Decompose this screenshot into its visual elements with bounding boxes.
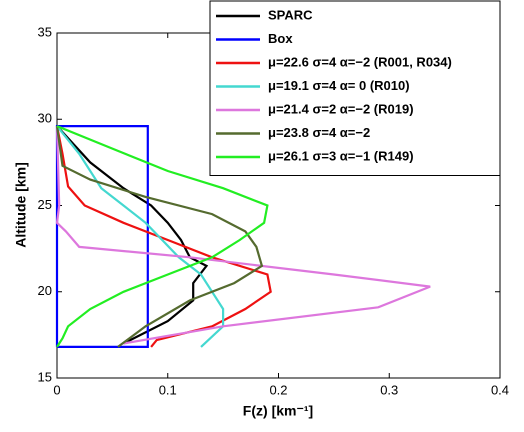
series-line xyxy=(55,126,431,345)
x-axis-label: F(z) [km⁻¹] xyxy=(243,403,313,419)
legend-label: μ=22.6 σ=4 α=−2 (R001, R034) xyxy=(268,54,452,69)
x-tick-label: 0.1 xyxy=(159,382,177,397)
series-line xyxy=(55,125,149,348)
y-axis-label: Altitude [km] xyxy=(13,162,29,248)
legend-label: μ=26.1 σ=3 α=−1 (R149) xyxy=(268,148,414,163)
series-line xyxy=(56,125,269,348)
y-tick-label: 15 xyxy=(38,369,52,384)
y-tick-label: 30 xyxy=(38,111,52,126)
x-tick-label: 0.4 xyxy=(491,382,509,397)
legend-label: μ=19.1 σ=4 α= 0 (R010) xyxy=(268,78,410,93)
y-tick-label: 35 xyxy=(38,24,52,39)
legend-label: μ=21.4 σ=2 α=−2 (R019) xyxy=(268,101,414,116)
legend-label: μ=23.8 σ=4 α=−2 xyxy=(268,125,370,140)
legend-label: SPARC xyxy=(268,7,313,22)
legend-box xyxy=(209,0,501,176)
x-tick-label: 0.3 xyxy=(380,382,398,397)
y-tick-label: 20 xyxy=(38,283,52,298)
x-tick-label: 0.2 xyxy=(269,382,287,397)
legend-label: Box xyxy=(268,31,293,46)
series-line xyxy=(56,125,209,345)
y-tick-label: 25 xyxy=(38,197,52,212)
series-line xyxy=(55,125,264,348)
x-tick-label: 0 xyxy=(53,382,60,397)
